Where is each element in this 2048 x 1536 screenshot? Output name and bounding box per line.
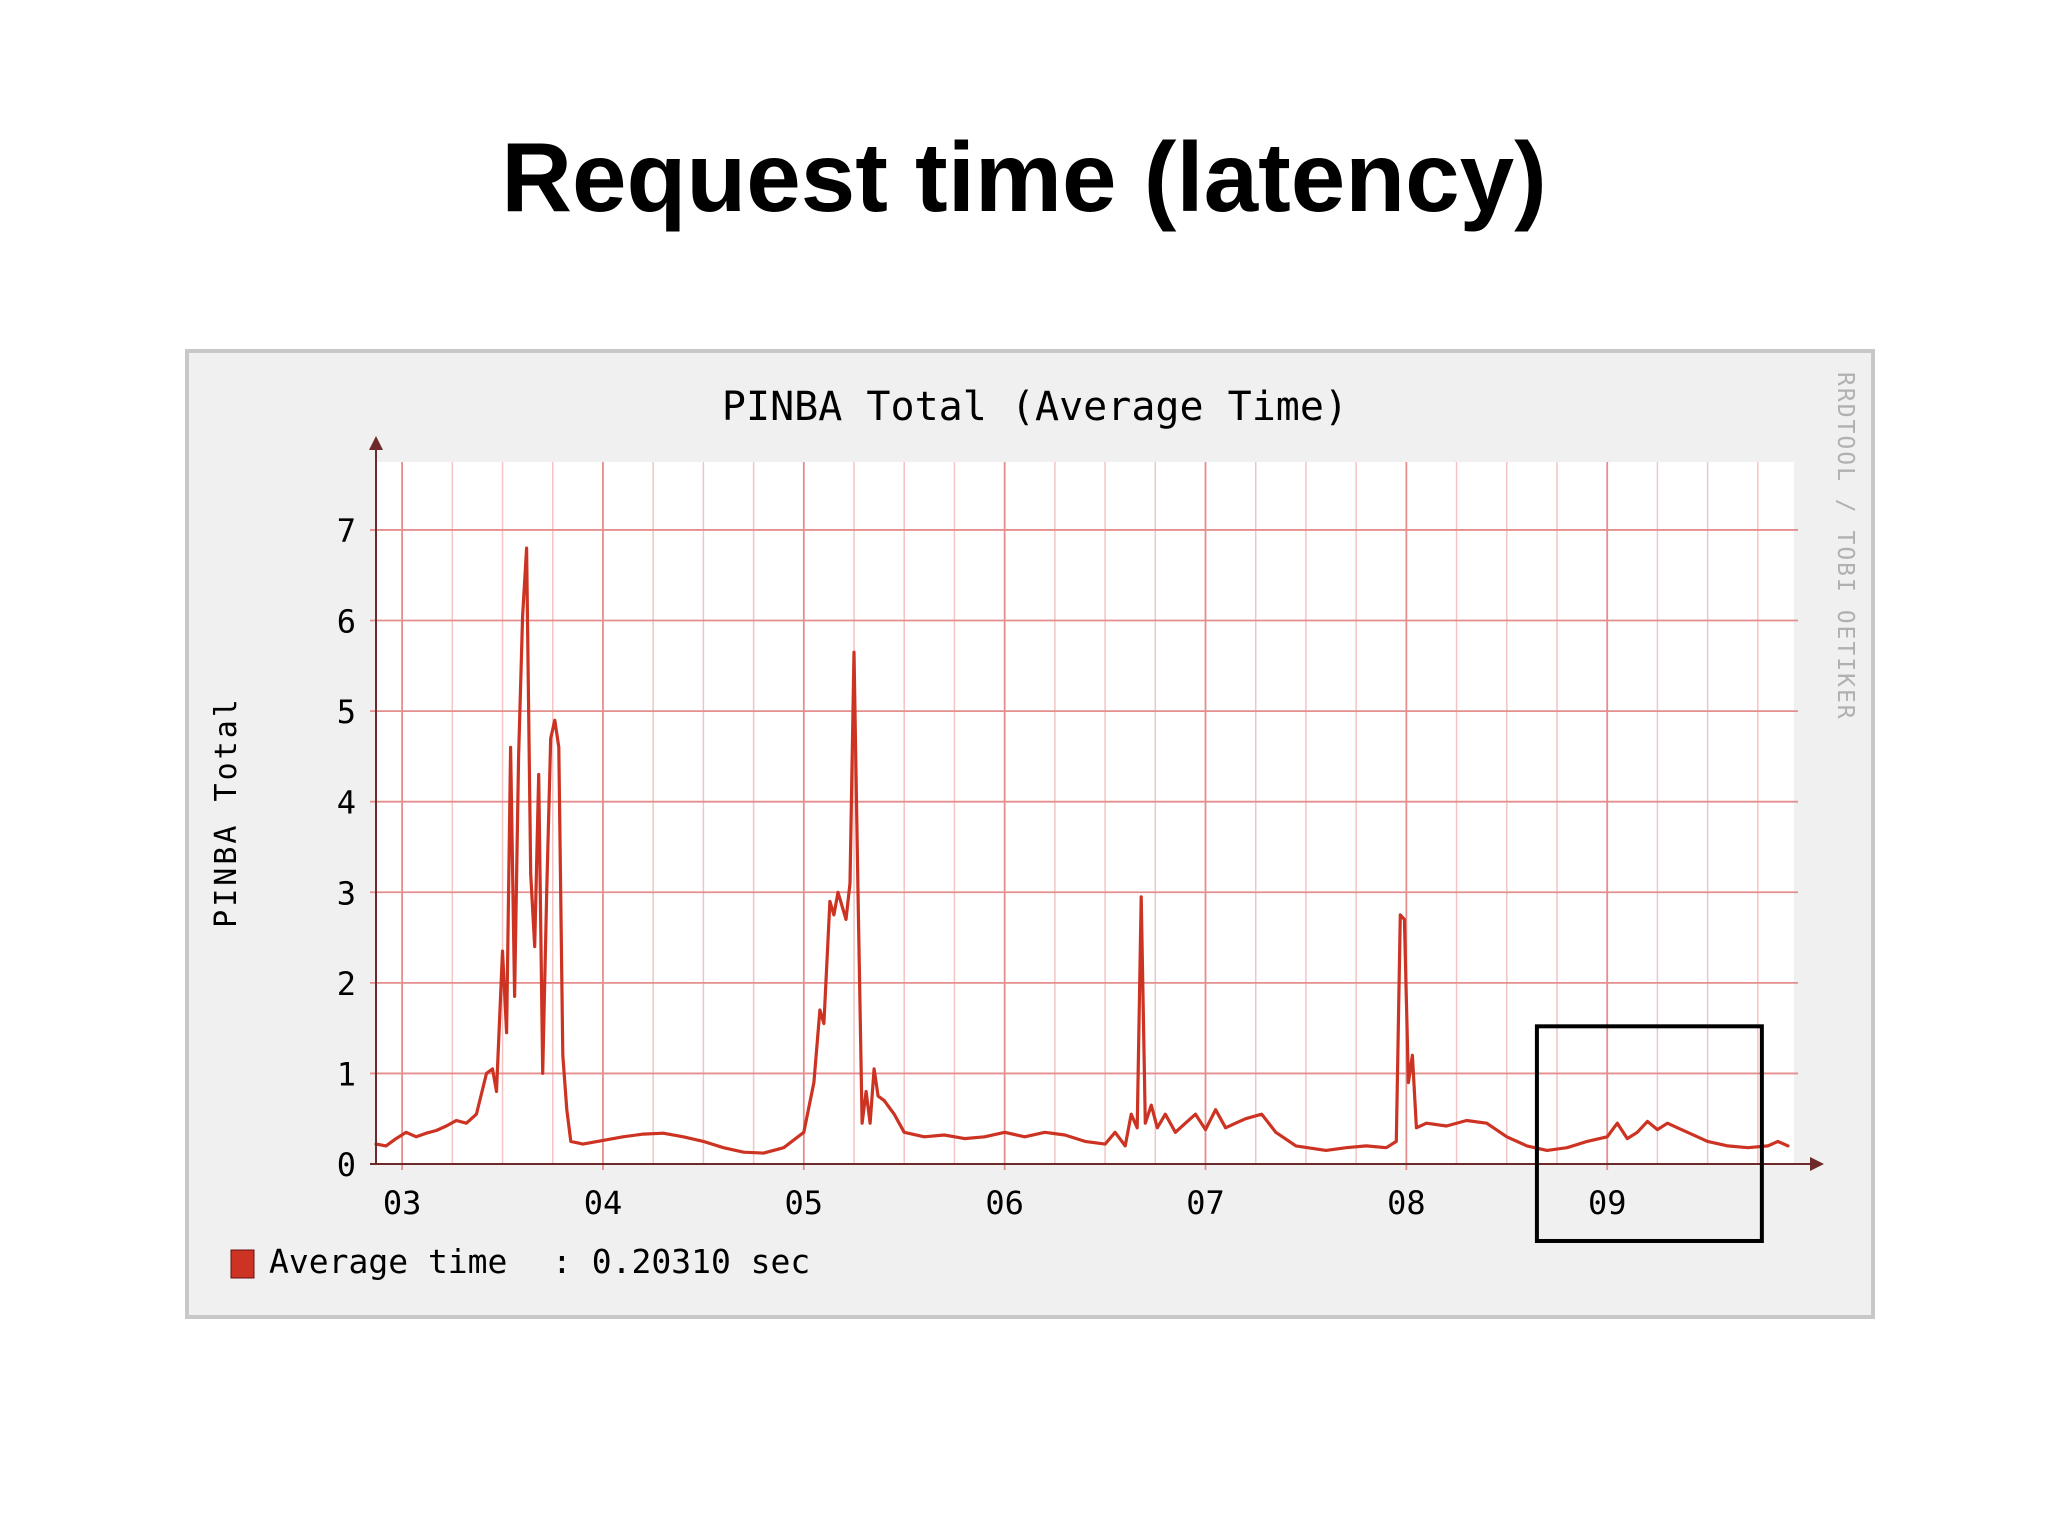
- y-tick-label: 1: [337, 1055, 356, 1093]
- axes: [369, 436, 1824, 1171]
- x-tick-label: 09: [1588, 1184, 1627, 1222]
- y-axis-arrow: [369, 436, 383, 450]
- x-tick-label: 07: [1186, 1184, 1225, 1222]
- y-tick-label: 2: [337, 965, 356, 1003]
- y-tick-labels: 0 1 2 3 4 5 6 7: [337, 512, 356, 1184]
- watermark-text: RRDTOOL / TOBI OETIKER: [1832, 372, 1858, 721]
- legend-label: Average time: [269, 1242, 507, 1281]
- minor-grid: [451, 462, 1759, 1164]
- y-axis-label: PINBA Total: [209, 696, 244, 928]
- series-line-average-time: [374, 546, 1790, 1155]
- y-tick-label: 6: [337, 603, 356, 641]
- major-grid: [370, 462, 1798, 1170]
- y-tick-label: 0: [337, 1146, 356, 1184]
- x-tick-label: 04: [584, 1184, 623, 1222]
- x-axis-arrow: [1810, 1157, 1824, 1171]
- plot-area: [376, 462, 1794, 1164]
- chart-title: PINBA Total (Average Time): [722, 384, 1348, 430]
- y-tick-label: 7: [337, 512, 356, 550]
- slide-title: Request time (latency): [501, 122, 1547, 232]
- x-tick-label: 05: [785, 1184, 824, 1222]
- x-tick-label: 03: [383, 1184, 422, 1222]
- y-tick-label: 5: [337, 693, 356, 731]
- series-layer: [374, 546, 1790, 1155]
- x-tick-label: 08: [1387, 1184, 1426, 1222]
- highlight-box: [1534, 1024, 1764, 1243]
- x-tick-label: 06: [985, 1184, 1024, 1222]
- y-tick-label: 3: [337, 874, 356, 912]
- y-tick-label: 4: [337, 784, 356, 822]
- legend-value: : 0.20310 sec: [552, 1242, 810, 1281]
- x-tick-labels: 03 04 05 06 07 08 09: [383, 1184, 1627, 1222]
- legend-swatch: [230, 1249, 255, 1279]
